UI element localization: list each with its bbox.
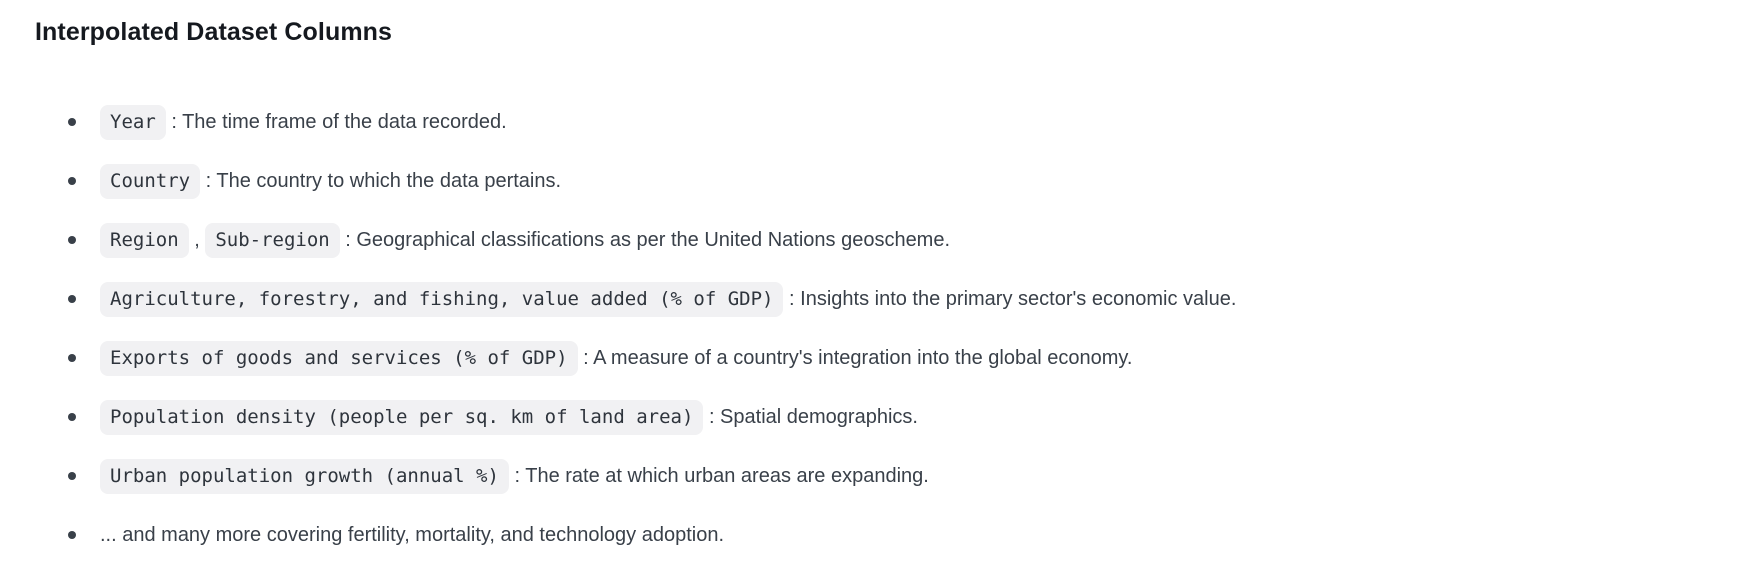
item-text: : Geographical classifications as per th… <box>339 229 951 251</box>
item-text: : The country to which the data pertains… <box>200 170 562 192</box>
item-text: : The rate at which urban areas are expa… <box>508 465 929 487</box>
list-item: ... and many more covering fertility, mo… <box>35 516 1735 554</box>
item-text: : A measure of a country's integration i… <box>577 347 1133 369</box>
inline-code: Region <box>100 223 189 258</box>
list-item: Year : The time frame of the data record… <box>35 103 1735 141</box>
page-title: Interpolated Dataset Columns <box>35 18 393 46</box>
item-text: , <box>188 229 206 251</box>
item-text: ... and many more covering fertility, mo… <box>100 524 725 546</box>
inline-code: Year <box>100 105 166 140</box>
list-item: Agriculture, forestry, and fishing, valu… <box>35 280 1735 318</box>
inline-code: Sub-region <box>205 223 340 258</box>
list-item: Exports of goods and services (% of GDP)… <box>35 339 1735 377</box>
inline-code: Country <box>100 164 201 199</box>
inline-code: Agriculture, forestry, and fishing, valu… <box>100 282 784 317</box>
item-text: : The time frame of the data recorded. <box>165 111 507 133</box>
inline-code: Population density (people per sq. km of… <box>100 400 704 435</box>
item-text: : Spatial demographics. <box>703 406 918 428</box>
columns-list: Year : The time frame of the data record… <box>35 103 1735 554</box>
inline-code: Exports of goods and services (% of GDP) <box>100 341 578 376</box>
list-item: Urban population growth (annual %) : The… <box>35 457 1735 495</box>
markdown-content: Interpolated Dataset Columns Year : The … <box>35 16 1735 554</box>
list-item: Region , Sub-region : Geographical class… <box>35 221 1735 259</box>
list-item: Population density (people per sq. km of… <box>35 398 1735 436</box>
list-item: Country : The country to which the data … <box>35 162 1735 200</box>
inline-code: Urban population growth (annual %) <box>100 459 509 494</box>
item-text: : Insights into the primary sector's eco… <box>783 288 1237 310</box>
